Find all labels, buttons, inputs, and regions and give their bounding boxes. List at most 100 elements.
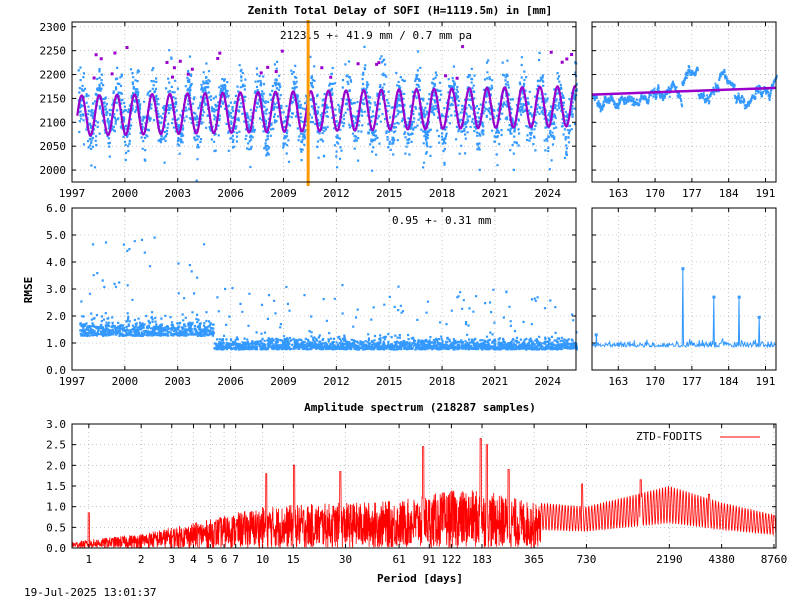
rmse_short-marks — [591, 267, 776, 349]
rmse_long-xtick-label: 2018 — [429, 375, 456, 388]
ztd_long-ytick-label: 2250 — [40, 45, 67, 58]
ztd_short-xtick-label: 184 — [719, 187, 739, 200]
rmse_short-xtick-label: 191 — [756, 375, 776, 388]
spectrum-panel: 1 2 3 4 5 6 7 10 15 30 61 91 122 183 365 730 2190 4380 876… — [46, 418, 787, 566]
spectrum-ytick-label: 3.0 — [46, 418, 66, 431]
spectrum-xtick-label: 1 — [86, 553, 93, 566]
ztd_long-xtick-label: 2015 — [376, 187, 403, 200]
ztd_long-ytick-label: 2150 — [40, 92, 67, 105]
rmse_long-xtick-label: 2012 — [323, 375, 350, 388]
rmse_long-ytick-label: 1.0 — [46, 337, 66, 350]
spectrum-xtick-label: 2190 — [656, 553, 683, 566]
spectrum-xtick-label: 122 — [441, 553, 461, 566]
spectrum-xlabel: Period [days] — [377, 572, 463, 585]
ztd_long-xtick-label: 2024 — [535, 187, 562, 200]
spectrum-xtick-label: 5 — [207, 553, 214, 566]
ztd_short-xtick-label: 163 — [608, 187, 628, 200]
rmse_long-xtick-label: 2003 — [164, 375, 191, 388]
ztd-model-curve — [76, 85, 577, 137]
spectrum-xtick-label: 15 — [287, 553, 300, 566]
rmse_long-panel: 1997 2000 2003 2006 2009 2012 2015 2018 2021 2024… — [46, 202, 578, 388]
rmse-ylabel: RMSE — [22, 277, 35, 304]
ztd_long-ytick-label: 2000 — [40, 164, 67, 177]
ztd_long-ytick-label: 2100 — [40, 116, 67, 129]
rmse-short-spike — [737, 295, 741, 299]
rmse-short-spike — [681, 267, 685, 271]
rmse_long-xtick-label: 2015 — [376, 375, 403, 388]
spectrum-xtick-label: 30 — [339, 553, 352, 566]
ztd_long-xtick-label: 2003 — [164, 187, 191, 200]
spectrum-xtick-label: 4380 — [708, 553, 735, 566]
spectrum-ytick-label: 0.0 — [46, 542, 66, 555]
rmse_long-ytick-label: 3.0 — [46, 283, 66, 296]
ztd_short-xtick-label: 177 — [682, 187, 702, 200]
ztd_long-xtick-label: 1997 — [59, 187, 86, 200]
rmse-short-spike — [757, 315, 761, 319]
rmse_short-xtick-label: 170 — [645, 375, 665, 388]
spectrum-ytick-label: 1.5 — [46, 480, 66, 493]
spectrum-xtick-label: 61 — [392, 553, 405, 566]
ztd-short-points — [592, 65, 778, 113]
rmse_long-border — [71, 207, 577, 371]
spectrum-xtick-label: 2 — [138, 553, 145, 566]
spectrum-xtick-label: 91 — [423, 553, 436, 566]
spectrum-xtick-label: 730 — [576, 553, 596, 566]
rmse_long-ytick-label: 4.0 — [46, 256, 66, 269]
rmse_short-xtick-label: 163 — [608, 375, 628, 388]
rmse_long-ytick-label: 2.0 — [46, 310, 66, 323]
ztd-short-fit-line — [591, 86, 777, 96]
ztd_long-ytick-label: 2200 — [40, 69, 67, 82]
rmse_long-marks — [79, 236, 578, 351]
ztd_short-xtick-label: 170 — [645, 187, 665, 200]
spectrum-xtick-label: 10 — [256, 553, 269, 566]
spectrum-xtick-label: 365 — [524, 553, 544, 566]
spectrum-xtick-label: 8760 — [761, 553, 788, 566]
rmse_short-border — [591, 207, 777, 371]
rmse_long-xtick-label: 2021 — [482, 375, 509, 388]
ztd_long-xtick-label: 2000 — [112, 187, 139, 200]
ztd_long-marks — [76, 20, 578, 186]
rmse_long-xtick-label: 2009 — [270, 375, 297, 388]
ztd_long-panel: 1997 2000 2003 2006 2009 2012 2015 2018 2021 2024… — [40, 20, 578, 200]
spectrum-xtick-label: 3 — [168, 553, 175, 566]
timestamp: 19-Jul-2025 13:01:37 — [24, 586, 156, 599]
spectrum-marks — [71, 438, 777, 550]
spectrum-ytick-label: 2.0 — [46, 459, 66, 472]
ztd_short-xtick-label: 191 — [756, 187, 776, 200]
spectrum-xtick-label: 4 — [190, 553, 197, 566]
spectrum-line — [71, 438, 777, 550]
rmse-short-spike — [712, 295, 716, 299]
rmse_long-xtick-label: 2006 — [217, 375, 244, 388]
ztd_long-border — [71, 21, 577, 183]
ztd-annotation: 2123.5 +- 41.9 mm / 0.7 mm pa — [280, 29, 472, 42]
rmse_long-xtick-label: 1997 — [59, 375, 86, 388]
spectrum-xtick-label: 6 — [221, 553, 228, 566]
rmse_short-panel: 163 170 177 184 191 — [591, 207, 777, 388]
ztd-observation-points — [77, 45, 578, 182]
rmse_long-xtick-label: 2000 — [112, 375, 139, 388]
spectrum-xtick-label: 7 — [232, 553, 239, 566]
ztd_long-xtick-label: 2018 — [429, 187, 456, 200]
rmse_long-ytick-label: 5.0 — [46, 229, 66, 242]
rmse_long-ytick-label: 0.0 — [46, 364, 66, 377]
rmse_short-xtick-label: 184 — [719, 375, 739, 388]
main-title: Zenith Total Delay of SOFI (H=1119.5m) i… — [248, 4, 553, 17]
spectrum-ytick-label: 2.5 — [46, 439, 66, 452]
ztd_long-xtick-label: 2009 — [270, 187, 297, 200]
ztd_long-ytick-label: 2050 — [40, 140, 67, 153]
rmse_long-ytick-label: 6.0 — [46, 202, 66, 215]
spectrum-border — [71, 423, 777, 549]
ztd_long-ytick-label: 2300 — [40, 21, 67, 34]
ztd_long-xtick-label: 2006 — [217, 187, 244, 200]
rmse-observation-points — [79, 236, 578, 351]
ztd_short-marks — [591, 65, 778, 113]
spectrum-ytick-label: 0.5 — [46, 521, 66, 534]
spectrum-title: Amplitude spectrum (218287 samples) — [304, 401, 536, 414]
rmse_long-xtick-label: 2024 — [535, 375, 562, 388]
ztd_long-xtick-label: 2021 — [482, 187, 509, 200]
rmse-short-spike — [594, 333, 598, 337]
spectrum-ytick-label: 1.0 — [46, 501, 66, 514]
ztd_short-panel: 163 170 177 184 191 — [591, 21, 778, 200]
rmse_short-xtick-label: 177 — [682, 375, 702, 388]
